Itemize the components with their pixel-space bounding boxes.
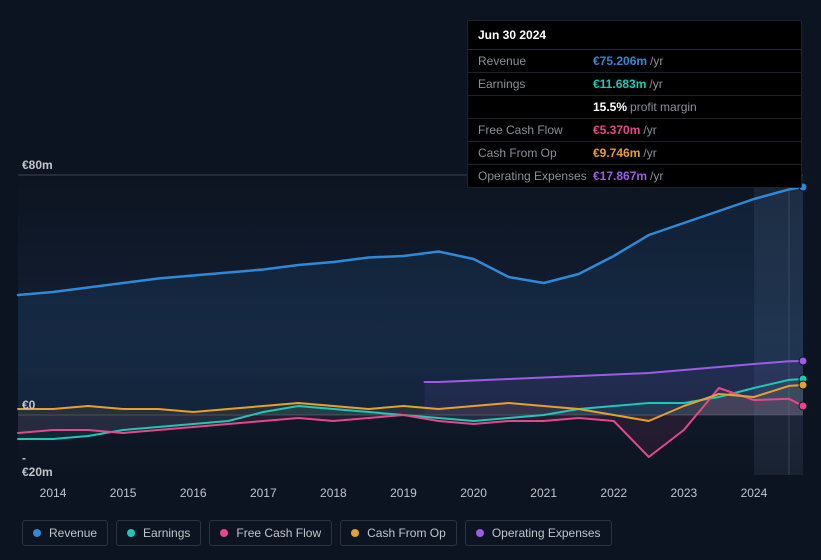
tooltip-row-value: 15.5% <box>593 100 627 114</box>
tooltip-row-unit: /yr <box>643 146 656 160</box>
tooltip-row: Operating Expenses€17.867m/yr <box>468 165 801 187</box>
tooltip-row-unit: /yr <box>650 169 663 183</box>
legend-item-revenue[interactable]: Revenue <box>22 520 108 546</box>
legend-dot-icon <box>127 529 135 537</box>
legend-label: Revenue <box>49 526 97 540</box>
legend-item-fcf[interactable]: Free Cash Flow <box>209 520 332 546</box>
tooltip-row-label: Cash From Op <box>478 146 593 160</box>
tooltip-row: 15.5%profit margin <box>468 96 801 119</box>
legend-item-cfo[interactable]: Cash From Op <box>340 520 457 546</box>
tooltip-row-unit: /yr <box>643 123 656 137</box>
tooltip-row-label: Operating Expenses <box>478 169 593 183</box>
tooltip-row-unit: /yr <box>649 77 662 91</box>
legend-dot-icon <box>33 529 41 537</box>
legend-dot-icon <box>220 529 228 537</box>
tooltip-row-label <box>478 100 593 114</box>
x-tick-label: 2014 <box>40 486 67 500</box>
chart-area[interactable] <box>18 175 803 475</box>
legend-label: Earnings <box>143 526 190 540</box>
tooltip-row-value: €75.206m <box>593 54 647 68</box>
legend-label: Cash From Op <box>367 526 446 540</box>
x-tick-label: 2019 <box>390 486 417 500</box>
end-dot-cfo <box>799 381 807 389</box>
y-tick-label-max: €80m <box>22 158 53 172</box>
end-dot-opex <box>799 357 807 365</box>
tooltip-row: Revenue€75.206m/yr <box>468 50 801 73</box>
legend: Revenue Earnings Free Cash Flow Cash From O… <box>22 520 612 546</box>
tooltip-row-label: Free Cash Flow <box>478 123 593 137</box>
x-tick-label: 2021 <box>530 486 557 500</box>
x-tick-label: 2018 <box>320 486 347 500</box>
tooltip: Jun 30 2024 Revenue€75.206m/yrEarnings€1… <box>467 20 802 188</box>
x-tick-label: 2015 <box>110 486 137 500</box>
legend-label: Operating Expenses <box>492 526 601 540</box>
x-tick-label: 2020 <box>460 486 487 500</box>
tooltip-row-unit: /yr <box>650 54 663 68</box>
tooltip-row: Earnings€11.683m/yr <box>468 73 801 96</box>
tooltip-row: Cash From Op€9.746m/yr <box>468 142 801 165</box>
x-tick-label: 2022 <box>600 486 627 500</box>
tooltip-row-unit: profit margin <box>630 100 697 114</box>
tooltip-row-label: Revenue <box>478 54 593 68</box>
legend-item-opex[interactable]: Operating Expenses <box>465 520 612 546</box>
legend-label: Free Cash Flow <box>236 526 321 540</box>
x-tick-label: 2017 <box>250 486 277 500</box>
end-dot-fcf <box>799 402 807 410</box>
tooltip-row-value: €9.746m <box>593 146 640 160</box>
tooltip-date: Jun 30 2024 <box>468 21 801 50</box>
tooltip-row-label: Earnings <box>478 77 593 91</box>
tooltip-row-value: €11.683m <box>593 77 646 91</box>
tooltip-row-value: €17.867m <box>593 169 647 183</box>
chart-svg <box>18 175 803 475</box>
x-tick-label: 2024 <box>741 486 768 500</box>
tooltip-row: Free Cash Flow€5.370m/yr <box>468 119 801 142</box>
x-axis: 2014 2015 2016 2017 2018 2019 2020 2021 2022 2023… <box>18 486 803 502</box>
legend-item-earnings[interactable]: Earnings <box>116 520 201 546</box>
x-tick-label: 2016 <box>180 486 207 500</box>
tooltip-row-value: €5.370m <box>593 123 640 137</box>
legend-dot-icon <box>351 529 359 537</box>
x-tick-label: 2023 <box>670 486 697 500</box>
legend-dot-icon <box>476 529 484 537</box>
